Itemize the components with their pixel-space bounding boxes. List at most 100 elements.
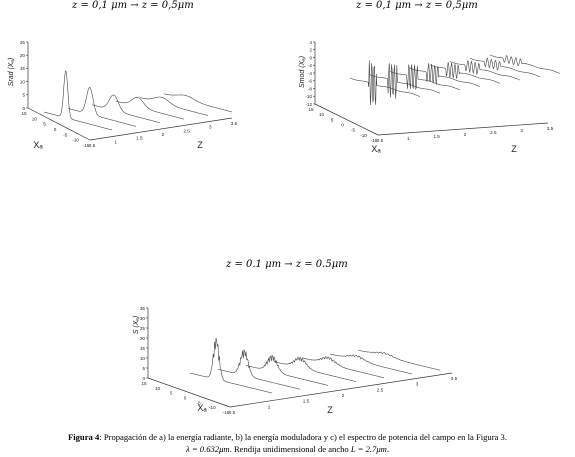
figure-b: z = 0,1 μm → z = 0,5μm 4 2 0 -2 -4 -6 -8 -10 -12…	[290, 0, 575, 160]
propagation-trace	[489, 54, 561, 74]
z-tick-label: 3	[416, 382, 419, 387]
y-tick-label: 2	[309, 48, 312, 53]
y-tick-label: -4	[308, 71, 313, 76]
y-tick-label: -10	[305, 94, 312, 99]
propagation-trace	[273, 356, 357, 382]
y-tick-label: 20	[20, 53, 26, 58]
y-axis-label: Smod (Xₐ)	[299, 56, 306, 88]
propagation-trace	[469, 57, 541, 77]
y-tick-label: -2	[308, 63, 313, 68]
propagation-trace	[369, 63, 441, 99]
z-tick-label: 3	[520, 128, 523, 133]
x-tick-label: -5	[197, 400, 202, 405]
y-tick-label: 4	[309, 40, 312, 45]
x-axis	[314, 103, 379, 136]
caption-label: Figura 4	[68, 432, 100, 442]
y-tick-label: 15	[140, 346, 146, 351]
caption-slit-width: L = 2.7μm	[350, 444, 387, 454]
y-tick-label: 20	[140, 336, 146, 341]
y-tick-label: 35	[140, 306, 146, 311]
propagation-trace	[67, 87, 137, 127]
z-tick-label: 1	[114, 139, 117, 144]
z-axis	[89, 117, 233, 141]
x-tick-label: -15	[223, 410, 230, 415]
x-tick-label: 5	[331, 117, 334, 122]
z-axis-label: Z	[327, 405, 333, 415]
z-tick-label: 0.5	[89, 143, 96, 148]
y-tick-label: -8	[308, 86, 313, 91]
propagation-trace	[429, 62, 501, 84]
figure-c-title: z = 0.1 μm → z = 0.5μm	[226, 259, 348, 270]
x-tick-label: -10	[360, 133, 367, 138]
x-tick-label: 0	[54, 127, 57, 132]
y-tick-label: 25	[20, 40, 26, 45]
x-axis-label: Xₐ	[33, 140, 43, 150]
caption-end: .	[386, 444, 390, 454]
y-tick-label: 25	[140, 326, 146, 331]
z-tick-label: 2.5	[183, 128, 190, 133]
y-tick-label: -12	[305, 102, 312, 107]
x-tick-label: 10	[32, 116, 38, 121]
propagation-trace	[357, 349, 441, 371]
z-axis-label: Z	[511, 144, 517, 154]
x-tick-label: -15	[371, 138, 378, 143]
x-axis	[147, 377, 231, 408]
y-tick-label: 15	[20, 66, 26, 71]
caption-slit-text: . Rendija unidimensional de ancho	[229, 444, 351, 454]
caption-line-1: Figura 4: Propagación de a) la energía r…	[20, 431, 555, 443]
x-tick-label: 0	[184, 396, 187, 401]
propagation-trace	[329, 353, 413, 375]
z-tick-label: 0.5	[377, 138, 384, 143]
x-tick-label: -10	[72, 138, 79, 143]
x-tick-label: 15	[21, 111, 27, 116]
propagation-trace	[43, 70, 113, 131]
figure-c: z = 0.1 μm → z = 0.5μm 35 30 25 20 15 10 5 0 15 1…	[130, 255, 460, 425]
propagation-trace	[301, 356, 385, 379]
z-axis	[229, 372, 453, 408]
propagation-trace	[409, 63, 481, 87]
x-tick-label: 0	[341, 123, 344, 128]
y-tick-label: 5	[142, 366, 145, 371]
y-tick-label: 30	[140, 316, 146, 321]
z-tick-label: 2	[342, 393, 345, 398]
z-tick-label: 1	[268, 404, 271, 409]
x-tick-label: 5	[43, 122, 46, 127]
figure-a-title: z = 0,1 μm → z = 0,5μm	[72, 0, 194, 11]
y-axis-label: Srad (Xₐ)	[8, 58, 15, 87]
propagation-trace	[139, 96, 209, 116]
caption-text: : Propagación de a) la energía radiante,…	[99, 432, 507, 442]
propagation-trace	[163, 93, 233, 113]
propagation-trace	[217, 349, 301, 390]
z-tick-label: 3.5	[231, 121, 238, 126]
x-tick-label: 10	[155, 386, 161, 391]
figure-b-title: z = 0,1 μm → z = 0,5μm	[356, 0, 478, 11]
figure-a: z = 0,1 μm → z = 0,5μm 25 20 15 10 5 0 15 10 5 0-…	[0, 0, 290, 160]
z-tick-label: 1	[407, 136, 410, 141]
y-tick-label: 0	[142, 376, 145, 381]
figure-caption: Figura 4: Propagación de a) la energía r…	[20, 431, 555, 455]
z-axis-label: Z	[197, 140, 203, 150]
z-tick-label: 1.5	[433, 134, 440, 139]
x-tick-label: -5	[351, 128, 356, 133]
y-tick-label: -6	[308, 79, 313, 84]
propagation-trace	[349, 60, 421, 106]
propagation-trace	[389, 64, 461, 91]
z-tick-label: 2	[464, 132, 467, 137]
x-axis-label: Xₐ	[197, 403, 207, 413]
x-tick-label: 10	[319, 112, 325, 117]
x-tick-label: -15	[83, 143, 90, 148]
y-tick-label: 5	[22, 93, 25, 98]
y-tick-label: 10	[140, 356, 146, 361]
propagation-trace	[189, 337, 273, 394]
z-tick-label: 3	[209, 125, 212, 130]
y-tick-label: 0	[309, 55, 312, 60]
x-axis	[27, 107, 91, 141]
x-tick-label: 5	[170, 391, 173, 396]
propagation-trace	[245, 354, 329, 386]
x-axis-label: Xₐ	[371, 144, 381, 154]
propagation-trace	[91, 94, 161, 124]
x-tick-label: -5	[63, 132, 68, 137]
